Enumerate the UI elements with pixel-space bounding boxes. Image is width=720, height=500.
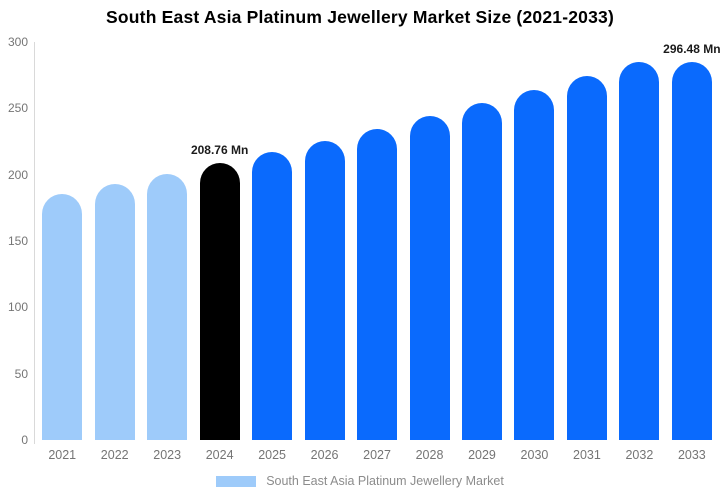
bar-2024[interactable] — [199, 163, 240, 440]
x-axis: 2021 2022 2023 2024 2025 2026 2027 2028 2029 2030… — [36, 448, 718, 462]
x-label-2021: 2021 — [48, 448, 77, 462]
bar-column-2022 — [88, 42, 140, 440]
bar-column-2030 — [508, 42, 560, 440]
legend-item[interactable]: South East Asia Platinum Jewellery Marke… — [216, 474, 504, 488]
bar-column-2029 — [456, 42, 508, 440]
legend-label: South East Asia Platinum Jewellery Marke… — [266, 474, 504, 488]
x-label-2032: 2032 — [625, 448, 654, 462]
bar-column-2032 — [613, 42, 665, 440]
bar-column-2027 — [351, 42, 403, 440]
bar-2030[interactable] — [514, 90, 555, 440]
bar-2026[interactable] — [304, 140, 345, 440]
chart-title: South East Asia Platinum Jewellery Marke… — [106, 7, 614, 27]
bar-column-2025 — [246, 42, 298, 440]
x-label-2028: 2028 — [415, 448, 444, 462]
x-label-2031: 2031 — [573, 448, 601, 462]
bar-column-2033: 296.48 Mn — [663, 42, 720, 440]
bar-2027[interactable] — [357, 128, 398, 440]
y-tick-200: 200 — [7, 167, 28, 182]
bar-column-2031 — [561, 42, 613, 440]
x-label-2025: 2025 — [258, 448, 287, 462]
bar-2023[interactable] — [147, 173, 188, 440]
y-tick-300: 300 — [7, 35, 28, 49]
x-label-2029: 2029 — [468, 448, 496, 462]
x-label-2030: 2030 — [520, 448, 549, 462]
legend: South East Asia Platinum Jewellery Marke… — [0, 474, 720, 488]
legend-swatch-icon — [216, 475, 257, 487]
bar-column-2021 — [36, 42, 88, 440]
x-label-2024: 2024 — [205, 448, 234, 462]
x-label-2022: 2022 — [100, 448, 129, 462]
bar-column-2026 — [298, 42, 350, 440]
data-label-2024: 208.76 Mn — [190, 143, 249, 158]
x-label-2033: 2033 — [677, 448, 706, 462]
bar-column-2023 — [141, 42, 193, 440]
bar-column-2028 — [403, 42, 455, 440]
plot-area: 208.76 Mn 296.48 Mn — [36, 42, 720, 440]
y-tick-0: 0 — [21, 433, 28, 447]
y-tick-250: 250 — [7, 101, 28, 116]
bar-2028[interactable] — [409, 116, 450, 440]
data-label-2033: 296.48 Mn — [663, 42, 720, 56]
y-tick-50: 50 — [14, 366, 28, 381]
y-axis: 0 50 100 150 200 250 300 — [0, 0, 30, 500]
bar-2021[interactable] — [42, 193, 83, 440]
x-label-2027: 2027 — [363, 448, 391, 462]
y-tick-100: 100 — [7, 300, 28, 315]
y-axis-line — [34, 42, 35, 444]
bar-column-2024: 208.76 Mn — [190, 42, 249, 440]
x-label-2023: 2023 — [153, 448, 182, 462]
bar-2025[interactable] — [252, 152, 293, 440]
bar-2031[interactable] — [566, 76, 607, 440]
bar-2032[interactable] — [619, 61, 660, 440]
bar-2033[interactable] — [671, 62, 712, 440]
y-tick-150: 150 — [7, 234, 28, 248]
x-label-2026: 2026 — [310, 448, 339, 462]
bar-2029[interactable] — [461, 103, 502, 440]
bar-2022[interactable] — [94, 183, 135, 440]
